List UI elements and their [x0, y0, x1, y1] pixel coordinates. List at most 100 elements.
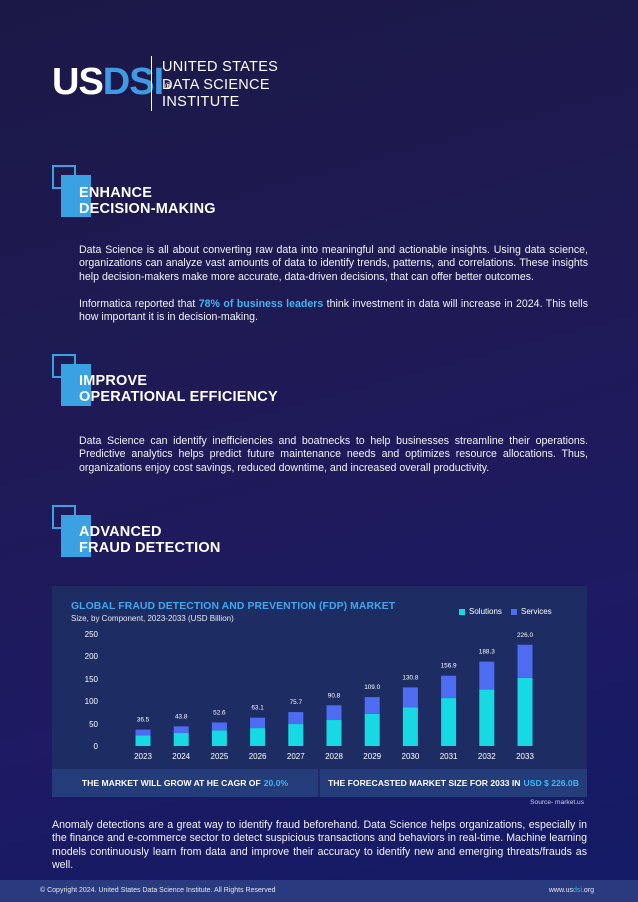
- data-label-2026: 63.1: [251, 705, 264, 712]
- forecast-label: THE FORECASTED MARKET SIZE FOR 2033 IN: [328, 778, 521, 788]
- data-label-2029: 109.0: [364, 684, 380, 691]
- legend-swatch-services: [511, 608, 517, 615]
- y-tick-label: 200: [84, 652, 98, 661]
- footer-bar: [0, 880, 638, 902]
- section-2-title-line-2: OPERATIONAL EFFICIENCY: [79, 389, 278, 405]
- chart-source: Source- market.us: [530, 799, 584, 806]
- x-tick-label-2025: 2025: [211, 752, 229, 761]
- data-label-2023: 36.5: [137, 717, 150, 724]
- bar-services-2027: [288, 712, 304, 725]
- bar-services-2031: [441, 675, 457, 699]
- legend-item-services: Services: [511, 607, 552, 616]
- section-3-title-line-1: ADVANCED: [79, 524, 162, 540]
- logo-line-3: INSTITUTE: [162, 94, 240, 110]
- para-text: think investment in data will increase i…: [79, 298, 588, 324]
- bar-services-2024: [173, 726, 189, 734]
- bar-services-2029: [364, 697, 380, 714]
- highlight-stat: 78% of business leaders: [198, 298, 324, 310]
- chart-panel: [52, 586, 587, 797]
- section-3-title: ADVANCED FRAUD DETECTION: [79, 524, 221, 556]
- data-label-2024: 43.8: [175, 713, 188, 720]
- section-2-title-line-1: IMPROVE: [79, 373, 148, 389]
- bar-services-2023: [135, 729, 151, 736]
- y-tick-label: 100: [84, 697, 98, 706]
- footer-copyright: © Copyright 2024. United States Data Sci…: [40, 887, 276, 894]
- legend-label-services: Services: [521, 607, 552, 616]
- data-label-2030: 130.8: [402, 674, 418, 681]
- bar-services-2033: [517, 644, 533, 678]
- y-tick-label: 50: [89, 720, 98, 729]
- data-label-2027: 75.7: [290, 699, 303, 706]
- section-3-accent-block: [61, 515, 91, 557]
- data-label-2031: 156.9: [441, 663, 457, 670]
- section-1-accent-block: [61, 175, 91, 217]
- y-tick-label: 0: [93, 742, 98, 751]
- x-tick-label-2024: 2024: [172, 752, 190, 761]
- section-1-paragraph-1: Data Science is all about converting raw…: [79, 244, 588, 283]
- x-tick-label-2031: 2031: [440, 752, 458, 761]
- bar-services-2030: [402, 687, 418, 708]
- bar-solutions-2023: [135, 735, 151, 746]
- data-label-2025: 52.6: [213, 709, 226, 716]
- bar-solutions-2029: [364, 713, 380, 746]
- cagr-value: 20.0%: [263, 778, 289, 788]
- y-tick-label: 250: [84, 630, 98, 639]
- forecast-stat-box: THE FORECASTED MARKET SIZE FOR 2033 IN US…: [320, 769, 587, 797]
- logo-dsi-text: DSI: [102, 61, 164, 103]
- bar-solutions-2031: [441, 698, 457, 746]
- section-3-title-line-2: FRAUD DETECTION: [79, 540, 221, 556]
- data-label-2033: 226.0: [517, 632, 533, 639]
- bar-solutions-2026: [250, 728, 266, 746]
- bar-services-2026: [250, 717, 266, 729]
- logo-us-text: US: [52, 61, 104, 103]
- registered-mark: ®: [165, 81, 172, 91]
- url-part: .org: [581, 887, 594, 894]
- section-1-title-line-1: ENHANCE: [79, 185, 153, 201]
- legend-swatch-solutions: [459, 608, 465, 615]
- bar-solutions-2032: [479, 689, 495, 746]
- usdsi-logo: USDSI ®: [52, 60, 172, 104]
- x-tick-label-2030: 2030: [402, 752, 420, 761]
- cagr-label: THE MARKET WILL GROW AT HE CAGR OF: [81, 778, 261, 788]
- data-label-2028: 90.8: [328, 692, 341, 699]
- url-part-highlight: dsi: [572, 887, 582, 894]
- bar-services-2032: [479, 661, 495, 690]
- legend-label-solutions: Solutions: [469, 607, 502, 616]
- bar-solutions-2030: [402, 707, 418, 746]
- fraud-detection-paragraph: Anomaly detections are a great way to id…: [52, 819, 587, 872]
- bar-services-2025: [211, 722, 227, 731]
- section-2-paragraph: Data Science can identify inefficiencies…: [79, 435, 588, 474]
- bar-solutions-2027: [288, 724, 304, 746]
- legend-item-solutions: Solutions: [459, 607, 502, 616]
- data-label-2032: 188.3: [479, 649, 495, 656]
- bar-services-2028: [326, 705, 342, 721]
- x-tick-label-2033: 2033: [516, 752, 534, 761]
- forecast-value: USD $ 226.0B: [523, 778, 579, 788]
- section-1-title: ENHANCE DECISION-MAKING: [79, 185, 216, 217]
- bar-solutions-2024: [173, 733, 189, 746]
- fdp-market-chart: 36.5 2023 43.8 2024 52.6 2025 63.1 2026 75.7 2027…: [134, 632, 534, 761]
- x-tick-label-2032: 2032: [478, 752, 496, 761]
- chart-subtitle: Size, by Component, 2023-2033 (USD Billi…: [71, 614, 234, 623]
- logo-line-1: UNITED STATES: [162, 59, 279, 75]
- section-2-accent-block: [61, 364, 91, 406]
- logo-institute-name: UNITED STATES DATA SCIENCE INSTITUTE: [162, 59, 278, 112]
- footer-website-link[interactable]: www.usdsi.org: [520, 887, 594, 894]
- cagr-stat-box: THE MARKET WILL GROW AT HE CAGR OF 20.0%: [52, 769, 318, 797]
- para-text: Informatica reported that: [79, 298, 199, 310]
- x-tick-label-2029: 2029: [363, 752, 381, 761]
- x-tick-label-2028: 2028: [325, 752, 343, 761]
- bar-solutions-2033: [517, 677, 533, 746]
- section-1-paragraph-2: Informatica reported that 78% of busines…: [79, 298, 588, 325]
- section-1-title-line-2: DECISION-MAKING: [79, 201, 216, 217]
- y-tick-label: 150: [84, 675, 98, 684]
- logo-line-2: DATA SCIENCE: [162, 76, 270, 93]
- url-part: www.us: [548, 887, 573, 894]
- x-tick-label-2027: 2027: [287, 752, 305, 761]
- logo-divider: [151, 56, 152, 111]
- bar-solutions-2025: [211, 730, 227, 746]
- bar-solutions-2028: [326, 720, 342, 746]
- chart-title: GLOBAL FRAUD DETECTION AND PREVENTION (F…: [71, 601, 396, 612]
- x-tick-label-2026: 2026: [249, 752, 267, 761]
- section-2-title: IMPROVE OPERATIONAL EFFICIENCY: [79, 373, 278, 405]
